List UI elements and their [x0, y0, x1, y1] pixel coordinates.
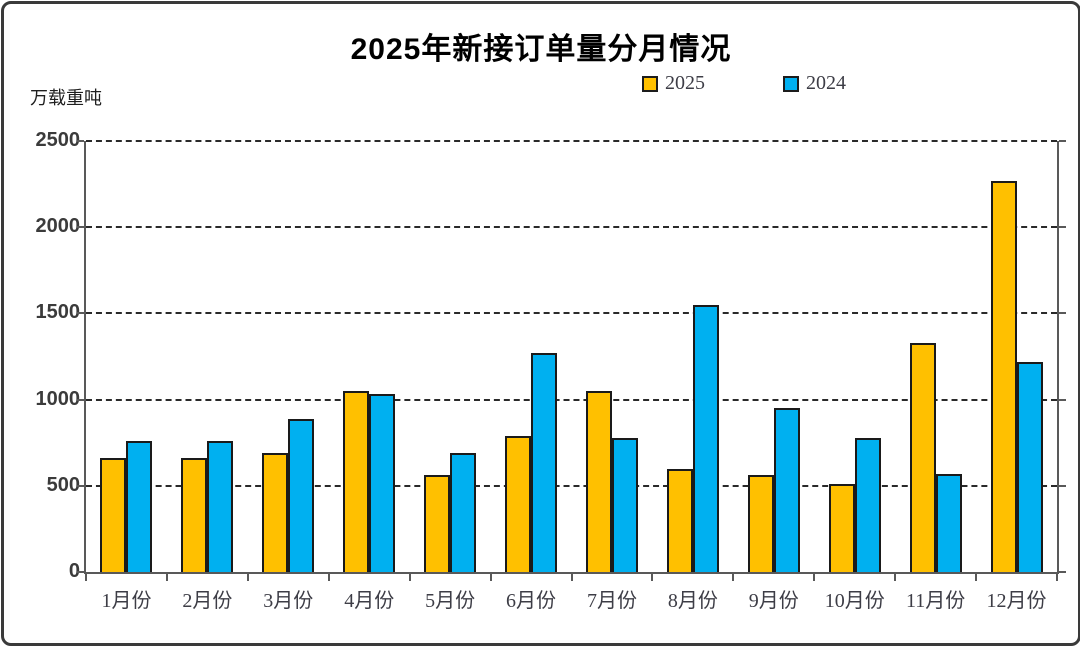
bar-2024-7月份 [611, 437, 638, 572]
y-axis-unit-label: 万载重吨 [30, 88, 102, 108]
x-tick-mark-10 [894, 574, 897, 581]
bar-2024-8月份 [692, 304, 719, 572]
bar-2024-12月份 [1016, 361, 1043, 572]
bar-2024-1月份 [126, 440, 153, 572]
x-tick-mark-12 [1056, 574, 1058, 581]
x-label-5月份: 5月份 [425, 590, 476, 612]
x-tick-mark-4 [408, 574, 411, 581]
x-label-12月份: 12月份 [986, 590, 1047, 612]
x-tick-mark-9 [813, 574, 816, 581]
legend-swatch-2024 [783, 75, 799, 92]
bar-2024-4月份 [369, 394, 396, 572]
bar-2025-7月份 [585, 390, 612, 572]
bar-2025-2月份 [181, 458, 208, 572]
x-tick-mark-3 [327, 574, 330, 581]
y-tick-label-1500: 1500 [35, 301, 81, 324]
x-label-3月份: 3月份 [263, 590, 314, 612]
y-tick-label-500: 500 [46, 473, 80, 496]
bar-2025-10月份 [828, 484, 855, 572]
bar-2025-5月份 [424, 475, 451, 572]
gridline-500 [86, 484, 1057, 487]
bar-2025-12月份 [990, 180, 1017, 572]
x-axis-labels: 1月份 2月份 3月份 4月份 5月份 6月份 7月份 8月份 9月份 10月份 11月份 12月份 [86, 584, 1057, 614]
x-tick-mark-1 [165, 574, 168, 581]
y-axis-line [84, 141, 86, 574]
y-tick-mark-500 [77, 484, 84, 487]
legend: 2025 2024 [642, 72, 846, 95]
gridline-2500 [86, 140, 1057, 142]
bar-2024-5月份 [450, 453, 477, 572]
gridline-2000 [86, 226, 1057, 229]
x-label-10月份: 10月份 [824, 590, 885, 612]
x-tick-mark-8 [732, 574, 735, 581]
bar-2025-3月份 [262, 453, 289, 572]
bar-2024-11月份 [935, 473, 962, 572]
x-label-7月份: 7月份 [586, 590, 637, 612]
bar-2024-6月份 [531, 353, 558, 572]
bar-2025-1月份 [100, 458, 127, 572]
bar-2024-9月份 [773, 408, 800, 572]
x-tick-mark-6 [570, 574, 573, 581]
y-tick-mark-1000 [77, 398, 84, 401]
x-tick-mark-7 [651, 574, 654, 581]
gridline-1500 [86, 312, 1057, 315]
y-tick-label-0: 0 [68, 560, 80, 582]
bar-2024-3月份 [288, 418, 315, 572]
legend-item-2024: 2024 [783, 72, 846, 95]
y-tick-mark-right-2500 [1059, 140, 1066, 142]
x-tick-mark-0 [85, 574, 87, 581]
y-tick-mark-right-0 [1059, 571, 1066, 573]
legend-label-2025: 2025 [665, 72, 705, 94]
bar-2025-4月份 [343, 390, 370, 572]
x-label-2月份: 2月份 [182, 590, 233, 612]
y-tick-label-1000: 1000 [35, 387, 81, 410]
y-tick-mark-right-500 [1059, 484, 1066, 487]
legend-item-2025: 2025 [642, 72, 705, 95]
bar-2025-9月份 [747, 475, 774, 572]
y-tick-label-2000: 2000 [35, 215, 81, 238]
y-tick-mark-2500 [77, 140, 84, 142]
bar-2025-11月份 [909, 342, 936, 572]
x-label-8月份: 8月份 [667, 590, 718, 612]
bar-2025-8月份 [666, 468, 693, 572]
bar-2024-2月份 [207, 440, 234, 572]
x-tick-mark-2 [246, 574, 249, 581]
legend-label-2024: 2024 [806, 72, 846, 94]
bar-2024-10月份 [854, 437, 881, 572]
y-tick-mark-right-1500 [1059, 312, 1066, 315]
x-tick-mark-11 [975, 574, 978, 581]
x-tick-mark-5 [489, 574, 492, 581]
plot-area: 0 500 1000 1500 2000 2500 [36, 129, 1066, 582]
y-tick-label-2500: 2500 [35, 129, 81, 151]
x-label-11月份: 11月份 [905, 590, 966, 612]
y-tick-mark-0 [77, 571, 84, 573]
y-tick-mark-right-2000 [1059, 226, 1066, 229]
x-label-9月份: 9月份 [748, 590, 799, 612]
x-label-1月份: 1月份 [101, 590, 152, 612]
bar-2025-6月份 [505, 435, 532, 572]
y-tick-mark-2000 [77, 226, 84, 229]
legend-swatch-2025 [642, 75, 658, 92]
x-label-4月份: 4月份 [344, 590, 395, 612]
chart-title: 2025年新接订单量分月情况 [350, 33, 732, 66]
y-tick-mark-1500 [77, 312, 84, 315]
gridline-1000 [86, 398, 1057, 401]
x-axis-line [84, 572, 1059, 574]
x-label-6月份: 6月份 [506, 590, 557, 612]
right-border-line [1057, 141, 1059, 574]
y-tick-mark-right-1000 [1059, 398, 1066, 401]
